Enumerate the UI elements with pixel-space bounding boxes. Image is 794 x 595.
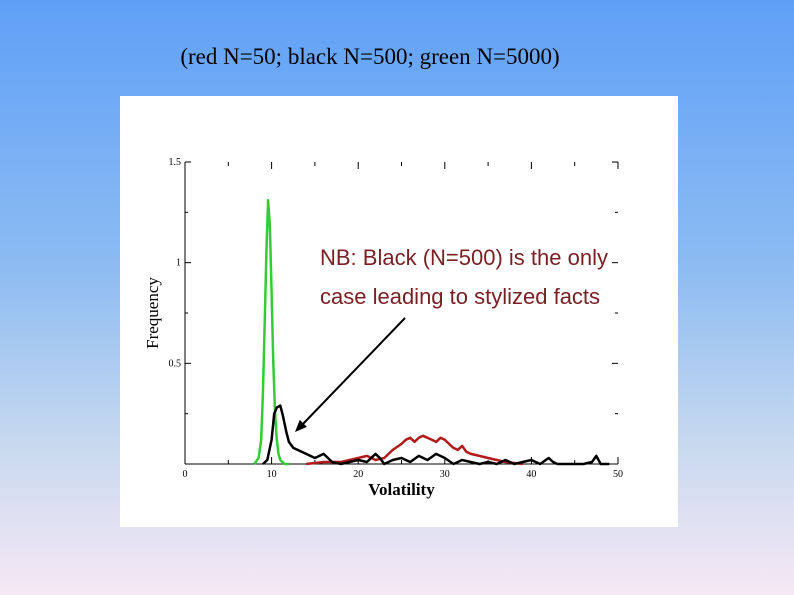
x-axis-label: Volatility <box>368 480 435 499</box>
x-tick-label: 40 <box>526 469 536 480</box>
x-tick-label: 50 <box>613 469 623 480</box>
annotation-line-2: case leading to stylized facts <box>320 284 601 309</box>
x-tick-label: 20 <box>353 469 363 480</box>
y-tick-label: 1 <box>176 258 181 269</box>
frequency-chart: 0 10 20 30 40 50 0.5 1 1.5 Volatility Frequency <box>143 157 624 499</box>
annotation-arrow <box>301 317 406 426</box>
y-tick-label: 0.5 <box>169 358 182 369</box>
y-axis-label: Frequency <box>143 277 162 349</box>
x-tick-label: 0 <box>183 469 188 480</box>
annotation-line-1: NB: Black (N=500) is the only <box>320 245 608 270</box>
x-tick-label: 10 <box>267 469 277 480</box>
x-tick-label: 30 <box>440 469 450 480</box>
annotation-arrow-head <box>295 419 307 432</box>
series-line-n-50 <box>306 434 523 466</box>
axes: 0 10 20 30 40 50 0.5 1 1.5 <box>169 157 624 480</box>
y-tick-label: 1.5 <box>169 157 182 168</box>
series-lines <box>253 199 610 466</box>
series-line-n-500 <box>262 404 610 466</box>
annotation-text: NB: Black (N=500) is the only case leadi… <box>320 238 690 316</box>
slide-title: (red N=50; black N=500; green N=5000) <box>180 44 560 69</box>
series-line-n-5000 <box>253 199 289 466</box>
plot-panel: 0 10 20 30 40 50 0.5 1 1.5 Volatility Frequency <box>120 96 678 527</box>
